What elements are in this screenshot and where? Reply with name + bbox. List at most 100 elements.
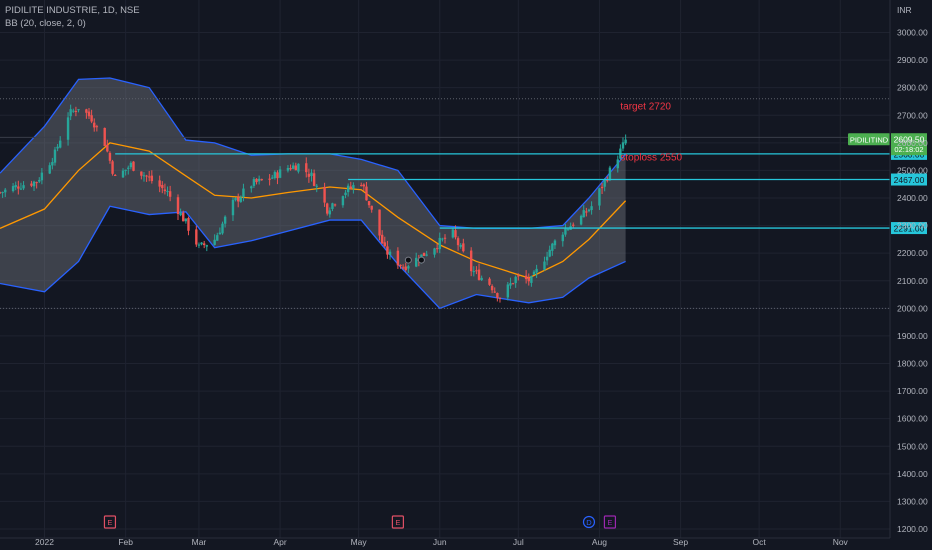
- candle-body: [543, 261, 546, 270]
- candle-body: [488, 278, 491, 285]
- candle-body: [475, 270, 478, 272]
- candle-body: [307, 173, 311, 177]
- candle-body: [59, 140, 62, 148]
- candle-body: [268, 178, 271, 180]
- last-price-badge: [891, 133, 927, 156]
- target-annotation: target 2720: [620, 102, 671, 113]
- candle-body: [553, 240, 557, 246]
- candle-body: [328, 210, 332, 215]
- candle-body: [566, 229, 570, 231]
- candle-body: [35, 182, 38, 184]
- bollinger-band-fill: [0, 78, 626, 309]
- candle-body: [498, 297, 502, 299]
- time-tick-label: Oct: [753, 537, 767, 547]
- candle-body: [179, 212, 182, 216]
- candle-body: [404, 266, 407, 271]
- time-tick-label: Aug: [592, 537, 607, 547]
- candle-body: [184, 218, 188, 222]
- candle-body: [93, 122, 96, 128]
- time-tick-label: Nov: [833, 537, 849, 547]
- candle-body: [4, 189, 7, 193]
- candle-body: [291, 165, 295, 169]
- candle-body: [113, 175, 117, 177]
- candle-body: [600, 186, 604, 189]
- event-marker-glyph: E: [607, 518, 612, 527]
- candle-body: [200, 242, 203, 245]
- candle-body: [362, 184, 366, 187]
- candle-body: [127, 167, 130, 169]
- candle-body: [590, 206, 593, 210]
- candle-body: [472, 271, 475, 273]
- candle-body: [454, 230, 457, 238]
- candle-body: [17, 186, 20, 189]
- candle-body: [289, 167, 292, 170]
- candle-body: [561, 234, 564, 242]
- price-tick-label: 1300.00: [897, 496, 928, 506]
- candle-body: [187, 217, 190, 231]
- candle-body: [383, 242, 386, 247]
- candle-body: [616, 159, 619, 169]
- price-tick-label: 2600.00: [897, 138, 928, 148]
- candle-body: [532, 271, 536, 275]
- candle-body: [441, 238, 444, 240]
- candle-body: [205, 245, 208, 247]
- candle-body: [129, 162, 133, 168]
- candle-body: [443, 237, 447, 239]
- price-tick-label: 2300.00: [897, 221, 928, 231]
- candle-body: [168, 191, 172, 197]
- candle-body: [579, 215, 583, 225]
- candle-body: [87, 111, 91, 117]
- candle-body: [90, 115, 93, 122]
- time-tick-label: Feb: [118, 537, 133, 547]
- candle-body: [66, 117, 70, 140]
- price-tick-label: 2700.00: [897, 110, 928, 120]
- candle-body: [260, 179, 263, 181]
- candle-body: [197, 244, 201, 246]
- candle-body: [72, 110, 75, 112]
- symbol-badge-label: PIDILITIND: [850, 136, 889, 145]
- candle-body: [14, 184, 17, 188]
- time-tick-label: May: [351, 537, 368, 547]
- candle-body: [48, 165, 51, 174]
- stoploss-annotation: stoploss 2550: [620, 153, 682, 164]
- candle-body: [349, 186, 352, 189]
- time-tick-label: Apr: [273, 537, 286, 547]
- candle-body: [425, 254, 428, 256]
- candle-body: [326, 203, 329, 214]
- candle-body: [477, 269, 481, 280]
- price-tick-label: 1800.00: [897, 359, 928, 369]
- candle-body: [237, 197, 240, 202]
- time-tick-label: Jun: [433, 537, 447, 547]
- candle-body: [216, 235, 219, 241]
- candle-body: [221, 223, 224, 234]
- candle-body: [608, 167, 612, 181]
- candle-body: [572, 224, 575, 226]
- candle-body: [530, 276, 533, 283]
- candle-body: [341, 196, 345, 206]
- candle-body: [331, 203, 334, 209]
- candle-body: [19, 188, 23, 190]
- candle-body: [585, 211, 588, 213]
- candle-body: [252, 179, 256, 186]
- chart-symbol-header: PIDILITE INDUSTRIE, 1D, NSE: [5, 5, 140, 16]
- candle-body: [603, 179, 606, 187]
- candle-body: [344, 192, 347, 196]
- price-tick-label: 2900.00: [897, 55, 928, 65]
- candle-body: [202, 243, 206, 246]
- candle-body: [621, 142, 625, 149]
- candle-body: [51, 162, 54, 166]
- candle-body: [166, 191, 169, 193]
- candle-body: [276, 172, 279, 179]
- candle-body: [286, 168, 290, 171]
- price-tick-label: 2800.00: [897, 83, 928, 93]
- candle-body: [103, 127, 106, 146]
- candle-body: [234, 197, 237, 201]
- candle-body: [433, 248, 436, 255]
- candle-body: [163, 189, 167, 192]
- level-badge-label: 2291.00: [894, 224, 925, 234]
- event-marker-glyph: E: [107, 518, 112, 527]
- level-badge-label: 2467.00: [894, 175, 925, 185]
- symbol-badge: [848, 133, 890, 146]
- candle-body: [388, 251, 392, 255]
